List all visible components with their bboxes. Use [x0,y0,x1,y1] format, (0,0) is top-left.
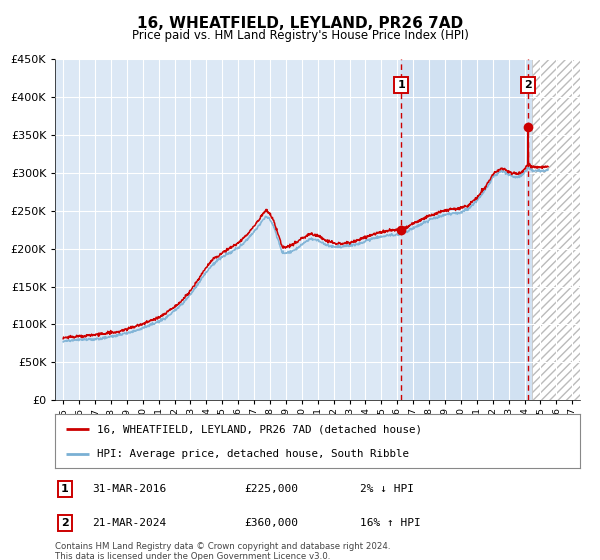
Text: HPI: Average price, detached house, South Ribble: HPI: Average price, detached house, Sout… [97,449,409,459]
Text: 2% ↓ HPI: 2% ↓ HPI [359,484,413,494]
Text: 31-MAR-2016: 31-MAR-2016 [92,484,166,494]
Text: 21-MAR-2024: 21-MAR-2024 [92,518,166,528]
Text: Price paid vs. HM Land Registry's House Price Index (HPI): Price paid vs. HM Land Registry's House … [131,29,469,42]
Text: Contains HM Land Registry data © Crown copyright and database right 2024.
This d: Contains HM Land Registry data © Crown c… [55,542,391,560]
Text: 16, WHEATFIELD, LEYLAND, PR26 7AD: 16, WHEATFIELD, LEYLAND, PR26 7AD [137,16,463,31]
Text: 2: 2 [61,518,68,528]
Text: 2: 2 [524,81,532,90]
Text: £225,000: £225,000 [244,484,298,494]
Text: 1: 1 [61,484,68,494]
Text: 1: 1 [397,81,405,90]
Text: £360,000: £360,000 [244,518,298,528]
Bar [401,59,532,400]
Text: 16% ↑ HPI: 16% ↑ HPI [359,518,421,528]
Text: 16, WHEATFIELD, LEYLAND, PR26 7AD (detached house): 16, WHEATFIELD, LEYLAND, PR26 7AD (detac… [97,424,422,435]
